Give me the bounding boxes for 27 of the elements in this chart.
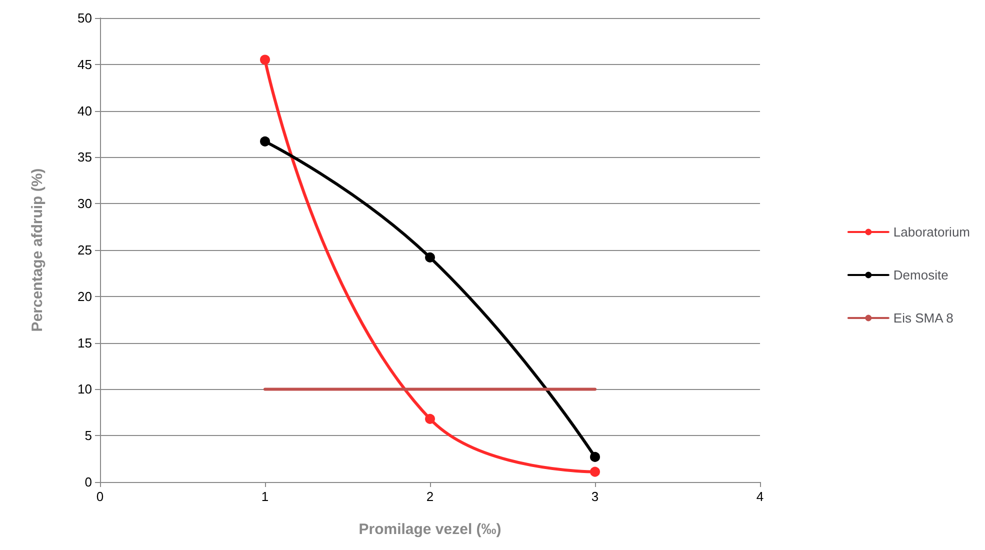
point	[425, 252, 435, 262]
y-tick-label: 40	[78, 103, 92, 118]
x-tick-label: 3	[591, 489, 599, 504]
y-tick-label: 5	[84, 428, 92, 444]
legend-label: Laboratorium	[893, 224, 970, 240]
point	[590, 452, 600, 462]
y-tick-label: 10	[78, 382, 92, 397]
y-tick-label: 45	[78, 56, 92, 72]
x-axis-title: Promilage vezel (‰)	[358, 521, 502, 538]
y-tick-label: 15	[78, 335, 92, 350]
y-tick-label: 20	[78, 288, 92, 304]
x-tick-label: 2	[426, 489, 434, 504]
y-tick-label: 30	[78, 196, 92, 212]
legend-label: Demosite	[893, 268, 948, 282]
x-tick-label: 1	[261, 489, 269, 504]
point	[260, 54, 270, 65]
point	[260, 136, 270, 146]
x-tick-label: 4	[756, 489, 764, 504]
y-tick-label: 35	[78, 150, 92, 165]
y-tick-label: 25	[78, 242, 92, 258]
legend-label: Eis SMA 8	[893, 310, 954, 326]
y-tick-label: 50	[78, 10, 92, 26]
x-tick-label: 0	[96, 489, 104, 504]
y-tick-label: 0	[84, 474, 92, 490]
point	[590, 466, 600, 477]
y-axis-title: Percentage afdruip (%)	[29, 168, 46, 332]
point	[425, 414, 435, 424]
